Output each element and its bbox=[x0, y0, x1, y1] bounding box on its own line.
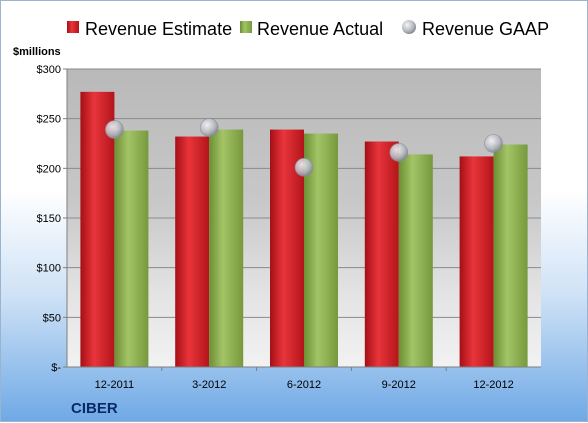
x-tick-label: 3-2012 bbox=[192, 379, 226, 391]
bar-revenue-actual bbox=[493, 144, 528, 367]
marker-revenue-gaap bbox=[294, 158, 314, 177]
y-tick-label: $200 bbox=[37, 163, 61, 175]
legend: Revenue Estimate Revenue Actual Revenue … bbox=[67, 19, 549, 39]
legend-label-revenue-gaap: Revenue GAAP bbox=[422, 19, 549, 39]
y-tick-label: $150 bbox=[37, 213, 61, 225]
legend-swatch-revenue-actual bbox=[240, 21, 252, 33]
y-tick-label: $- bbox=[51, 362, 61, 374]
x-tick-label: 12-2011 bbox=[95, 379, 135, 391]
bar-revenue-estimate bbox=[80, 91, 115, 367]
marker-revenue-gaap bbox=[389, 143, 409, 162]
marker-revenue-gaap bbox=[484, 134, 503, 153]
legend-label-revenue-actual: Revenue Actual bbox=[257, 19, 383, 39]
company-name: CIBER bbox=[71, 400, 118, 417]
x-tick-label: 9-2012 bbox=[382, 379, 416, 391]
bar-revenue-estimate bbox=[364, 141, 399, 367]
legend-marker-revenue-gaap bbox=[402, 20, 416, 34]
y-axis-unit-label: $millions bbox=[13, 46, 61, 58]
y-tick-label: $300 bbox=[37, 64, 61, 76]
x-tick-label: 12-2012 bbox=[473, 379, 513, 391]
y-tick-label: $100 bbox=[37, 263, 61, 275]
y-axis-ticks: $- $50 $100 $150 $200 $250 $300 bbox=[37, 64, 67, 374]
bar-revenue-estimate bbox=[459, 156, 494, 367]
bar-revenue-actual bbox=[398, 154, 433, 367]
bar-revenue-actual bbox=[114, 130, 149, 367]
marker-revenue-gaap bbox=[105, 120, 124, 139]
gaap-markers bbox=[105, 118, 503, 177]
legend-label-revenue-estimate: Revenue Estimate bbox=[85, 19, 232, 39]
x-tick-label: 6-2012 bbox=[287, 379, 321, 391]
bar-revenue-actual bbox=[209, 129, 244, 367]
bar-revenue-estimate bbox=[175, 136, 210, 367]
marker-revenue-gaap bbox=[199, 118, 219, 137]
legend-swatch-revenue-estimate bbox=[67, 21, 79, 33]
x-axis-ticks: 12-2011 3-2012 6-2012 9-2012 12-2012 bbox=[95, 367, 514, 391]
y-tick-label: $250 bbox=[37, 114, 61, 126]
y-tick-label: $50 bbox=[43, 312, 61, 324]
bars bbox=[80, 91, 528, 367]
